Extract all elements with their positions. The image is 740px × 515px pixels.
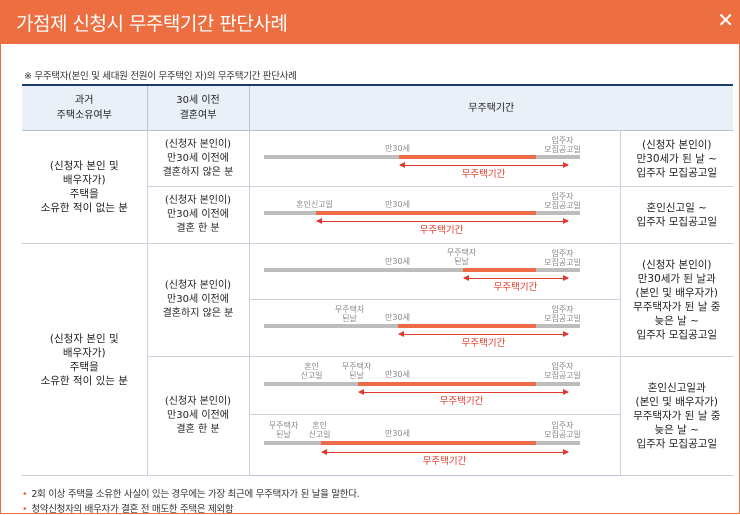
col-period: 무주택기간	[249, 84, 733, 131]
timeline-bar	[263, 155, 459, 159]
announce-label: 입주자 모집공고일	[544, 192, 581, 210]
period-label: 무주택기간	[461, 169, 506, 180]
period-bar	[315, 211, 537, 215]
marriage-cell: (신청자 본인이) 만30세 이전에 결혼하지 않은 분	[147, 243, 250, 357]
footnote-1: • 2회 이상 주택을 소유한 사실이 있는 경우에는 가장 최근에 무주택자가 …	[22, 489, 360, 500]
table-note: ※ 무주택자(본인 및 세대원 전원이 무주택인 자)의 무주택기간 판단사례	[24, 71, 297, 82]
age30-label: 만30세	[385, 144, 410, 153]
period-bar	[357, 382, 580, 386]
timeline-cell: 혼인신고일 만30세 입주자 모집공고일 무주택기간	[249, 186, 621, 244]
bullet-icon: •	[22, 504, 28, 515]
period-arrow	[315, 218, 569, 224]
period-label: 무주택기간	[419, 225, 464, 236]
timeline-cell: 무주택자 된날 만30세 입주자 모집공고일 무주택기간	[249, 299, 621, 357]
result-cell: (신청자 본인이) 만30세가 된 날 ~ 입주자 모집공고일	[620, 130, 733, 187]
announce-label: 입주자 모집공고일	[544, 305, 581, 323]
timeline-cell: 만30세 무주택자 된날 입주자 모집공고일 무주택기간	[249, 243, 621, 300]
marriage-label: 혼인 신고일	[300, 362, 323, 380]
period-arrow	[462, 275, 569, 281]
period-bar	[320, 441, 580, 445]
announce-label: 입주자 모집공고일	[544, 421, 581, 439]
period-label: 무주택기간	[461, 338, 506, 349]
announce-label: 입주자 모집공고일	[544, 136, 581, 154]
period-label: 무주택기간	[422, 456, 467, 467]
age30-label: 만30세	[385, 200, 410, 209]
period-arrow	[320, 449, 569, 455]
timeline-cell: 혼인 신고일 무주택자 된날 만30세 입주자 모집공고일 무주택기간	[249, 356, 621, 415]
timeline-bar	[263, 441, 322, 445]
age30-label: 만30세	[385, 370, 410, 379]
result-cell: 혼인신고일 ~ 입주자 모집공고일	[620, 186, 733, 244]
marriage-label: 혼인신고일	[296, 200, 333, 209]
homeless-label: 무주택자 된날	[334, 305, 365, 323]
col-ownership: 과거 주택소유여부	[22, 84, 148, 131]
timeline-bar	[263, 211, 316, 215]
result-cell: 혼인신고일과 (본인 및 배우자가) 무주택자가 된 날 중 늦은 날 ~ 입주…	[620, 356, 733, 476]
timeline-bar	[263, 324, 398, 328]
bullet-icon: •	[22, 489, 28, 500]
page-title: 가점제 신청시 무주택기간 판단사례	[16, 13, 288, 35]
marriage-cell: (신청자 본인이) 만30세 이전에 결혼하지 않은 분	[147, 130, 250, 187]
page-header: 가점제 신청시 무주택기간 판단사례 ✕	[0, 0, 740, 44]
marriage-cell: (신청자 본인이) 만30세 이전에 결혼 한 분	[147, 186, 250, 244]
ownership-cell: (신청자 본인 및 배우자가) 주택을 소유한 적이 있는 분	[22, 243, 148, 476]
close-icon[interactable]: ✕	[717, 8, 734, 32]
period-arrow	[397, 331, 569, 337]
homeless-label: 무주택자 된날	[341, 362, 372, 380]
timeline-bar	[263, 268, 464, 272]
announce-label: 입주자 모집공고일	[544, 249, 581, 267]
ownership-cell: (신청자 본인 및 배우자가) 주택을 소유한 적이 없는 분	[22, 130, 148, 244]
homeless-period-table: 과거 주택소유여부 30세 이전 결혼여부 무주택기간 (신청자 본인 및 배우…	[22, 84, 733, 476]
homeless-label: 무주택자 된날	[446, 248, 477, 266]
period-bar	[398, 155, 580, 159]
announce-label: 입주자 모집공고일	[544, 362, 581, 380]
timeline-cell: 무주택자 된날 혼인 신고일 만30세 입주자 모집공고일 무주택기간	[249, 414, 621, 476]
period-label: 무주택기간	[493, 282, 538, 293]
result-cell: (신청자 본인이) 만30세가 된 날과 (본인 및 배우자가) 무주택자가 된…	[620, 243, 733, 357]
age30-label: 만30세	[385, 429, 410, 438]
age30-label: 만30세	[385, 313, 410, 322]
timeline-bar	[263, 382, 359, 386]
period-label: 무주택기간	[439, 396, 484, 407]
col-marriage: 30세 이전 결혼여부	[147, 84, 250, 131]
marriage-label: 혼인 신고일	[308, 421, 331, 439]
timeline-cell: 만30세 입주자 모집공고일 무주택기간	[249, 130, 621, 187]
marriage-cell: (신청자 본인이) 만30세 이전에 결혼 한 분	[147, 356, 250, 476]
period-arrow	[398, 162, 569, 168]
homeless-label: 무주택자 된날	[268, 421, 299, 439]
period-bar	[397, 324, 580, 328]
period-bar	[462, 268, 580, 272]
age30-label: 만30세	[385, 257, 410, 266]
footnote-2: • 청약신청자의 배우자가 결혼 전 매도한 주택은 제외함	[22, 504, 234, 515]
period-arrow	[357, 389, 569, 395]
